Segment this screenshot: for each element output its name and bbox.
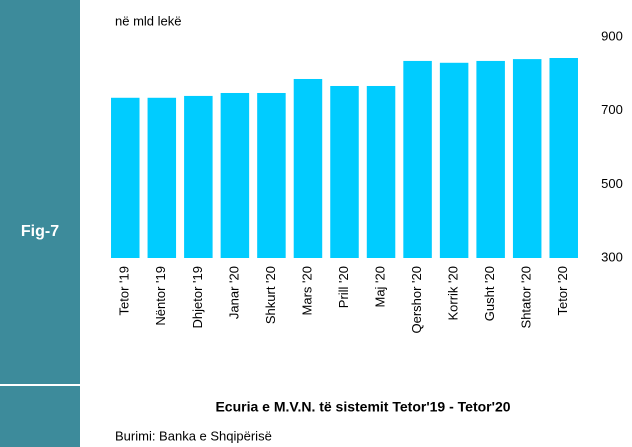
bar <box>111 97 140 259</box>
side-band <box>0 0 80 384</box>
chart-title: Ecuria e M.V.N. të sistemit Tetor'19 - T… <box>215 399 510 415</box>
bar <box>257 92 286 258</box>
x-tick-label: Prill '20 <box>336 266 351 308</box>
y-tick-label: 700 <box>601 102 623 117</box>
x-tick-label: Gusht '20 <box>482 266 497 321</box>
x-tick-label: Shtator '20 <box>519 266 534 328</box>
x-tick-label: Nëntor '19 <box>153 266 168 326</box>
unit-label: në mld lekë <box>115 13 181 28</box>
figure-label: Fig-7 <box>21 223 59 240</box>
x-tick-label: Tetor '20 <box>555 266 570 315</box>
bar <box>184 95 213 258</box>
source: Burimi: Banka e Shqipërisë <box>115 428 272 443</box>
x-tick-label: Janar '20 <box>226 266 241 319</box>
side-band <box>0 386 80 447</box>
bar <box>439 62 469 259</box>
x-tick-label: Mars '20 <box>299 266 314 315</box>
bar <box>147 97 177 259</box>
x-tick-label: Maj '20 <box>372 266 387 308</box>
bar <box>476 60 505 258</box>
bar <box>220 92 250 258</box>
bar <box>293 78 323 259</box>
bar <box>366 85 396 258</box>
bar <box>403 60 432 258</box>
y-tick-label: 500 <box>601 176 623 191</box>
x-tick-label: Korrik '20 <box>446 266 461 321</box>
bar <box>512 59 542 258</box>
y-tick-label: 900 <box>601 28 623 43</box>
bar <box>330 85 359 258</box>
x-tick-label: Dhjetor '19 <box>190 266 205 328</box>
y-tick-label: 300 <box>601 249 623 264</box>
x-tick-label: Tetor '19 <box>117 266 132 315</box>
x-tick-label: Shkurt '20 <box>263 266 278 324</box>
x-tick-label: Qershor '20 <box>409 266 424 334</box>
bar <box>549 57 578 259</box>
